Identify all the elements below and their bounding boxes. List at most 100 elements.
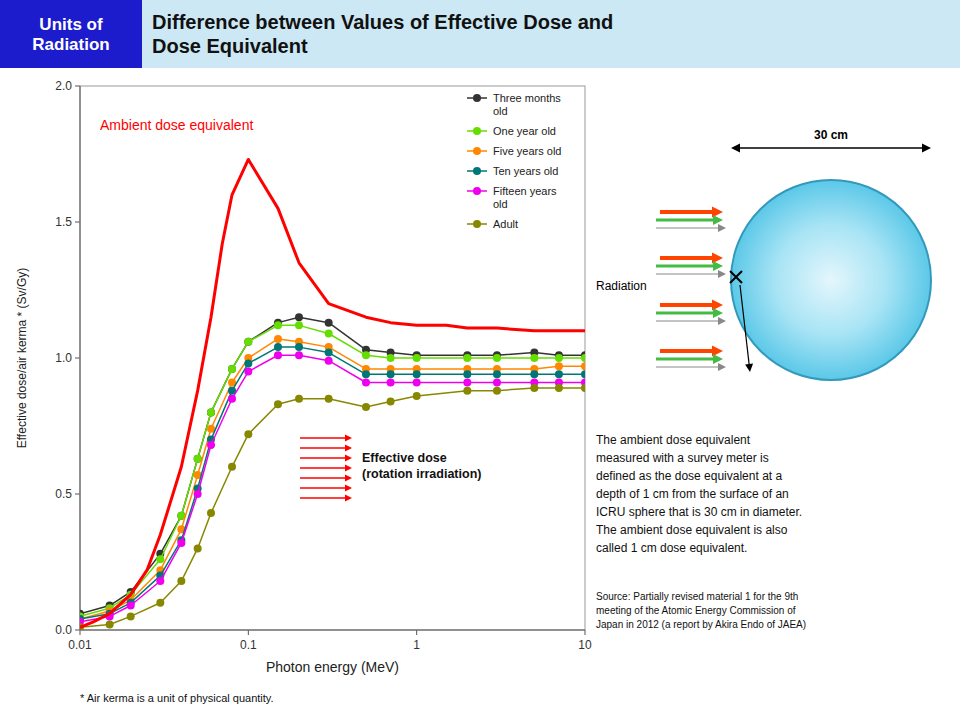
radiation-arrow — [656, 215, 723, 225]
series-point — [295, 351, 303, 359]
arrow-head — [345, 485, 352, 492]
series-point — [530, 354, 538, 362]
arrow-head — [345, 475, 352, 482]
arrow-shaft — [300, 497, 346, 499]
series-direct-label: Ambient dose equivalent — [100, 117, 253, 133]
legend-swatch — [473, 94, 481, 102]
arrow-shaft — [300, 467, 346, 469]
series-point — [194, 455, 202, 463]
series-point — [581, 384, 585, 392]
series-line — [80, 317, 585, 613]
annotation: 30 cm — [814, 128, 848, 142]
y-tick — [75, 358, 80, 359]
series-point — [581, 354, 585, 362]
arrow-shaft — [300, 437, 346, 439]
series-point — [387, 378, 395, 386]
series-point — [274, 351, 282, 359]
series-point — [244, 430, 252, 438]
arrow-head — [713, 261, 723, 271]
series-point — [106, 621, 114, 629]
plot-frame — [80, 86, 585, 630]
axes: 0.00.51.01.52.00.010.1110 — [55, 79, 592, 652]
series-point — [530, 370, 538, 378]
subtitle: Units ofRadiation — [32, 15, 109, 54]
series-point — [530, 384, 538, 392]
arrow-head — [745, 364, 753, 372]
arrow-shaft — [656, 274, 720, 275]
series-point — [127, 602, 135, 610]
series-point — [228, 395, 236, 403]
rotation-arrow — [300, 445, 352, 452]
rotation-arrow — [300, 435, 352, 442]
series-point — [194, 455, 202, 463]
y-tick — [75, 222, 80, 223]
series-point — [295, 321, 303, 329]
radiation-arrow — [656, 317, 726, 325]
radiation-arrow — [656, 308, 723, 318]
annotation: Effective dose(rotation irradiation) — [362, 451, 481, 481]
series-point — [325, 330, 333, 338]
series-point — [325, 395, 333, 403]
x-tick — [416, 630, 417, 635]
arrow-shaft — [656, 321, 720, 322]
series-point — [194, 490, 202, 498]
arrow-head — [718, 317, 726, 325]
series-point — [493, 387, 501, 395]
rotation-arrow — [300, 465, 352, 472]
arrow-shaft — [660, 256, 714, 260]
legend-entry: Five years old — [493, 145, 561, 157]
radiation-arrow — [656, 261, 723, 271]
series-point — [244, 359, 252, 367]
arrow-head — [345, 495, 352, 502]
chart-root: Units ofRadiationDifference between Valu… — [0, 0, 960, 720]
series-point — [295, 343, 303, 351]
legend-entry: Fifteen yearsold — [493, 185, 557, 210]
legend-swatch — [473, 167, 481, 175]
series — [80, 351, 585, 626]
series-point — [207, 441, 215, 449]
arrow-shaft — [656, 312, 715, 315]
x-tick-label: 1 — [413, 638, 420, 652]
legend-entry: One year old — [493, 125, 556, 137]
series-point — [127, 612, 135, 620]
series-point — [295, 395, 303, 403]
y-tick-label: 2.0 — [55, 79, 72, 93]
measure-point — [730, 271, 742, 283]
y-tick-label: 1.0 — [55, 351, 72, 365]
series-point — [274, 321, 282, 329]
series-point — [207, 509, 215, 517]
series-point — [156, 577, 164, 585]
series-point — [325, 357, 333, 365]
legend-swatch — [473, 220, 481, 228]
series-line — [80, 347, 585, 619]
footnote: * Air kerma is a unit of physical quanti… — [80, 692, 274, 704]
legend-swatch — [473, 127, 481, 135]
series — [80, 159, 585, 627]
y-tick-label: 0.5 — [55, 487, 72, 501]
arrow-head — [345, 455, 352, 462]
series-point — [581, 362, 585, 370]
arrow-head — [718, 363, 726, 371]
annotation: Radiation — [596, 279, 647, 293]
series-point — [463, 354, 471, 362]
series-line — [80, 339, 585, 619]
y-tick — [75, 630, 80, 631]
series-line — [80, 388, 585, 627]
series-point — [274, 400, 282, 408]
series-point — [207, 408, 215, 416]
series-point — [581, 370, 585, 378]
arrow-shaft — [656, 367, 720, 368]
legend-entry: Adult — [493, 218, 518, 230]
arrow-shaft — [656, 219, 715, 222]
x-axis-line — [80, 630, 585, 631]
arrow-head — [713, 215, 723, 225]
header-box — [0, 0, 142, 68]
series-point — [387, 398, 395, 406]
series-point — [555, 384, 563, 392]
y-axis-line — [80, 86, 81, 630]
series-point — [463, 370, 471, 378]
arrow-shaft — [300, 457, 346, 459]
rotation-arrow — [300, 455, 352, 462]
arrow-head — [713, 354, 723, 364]
series-point — [177, 577, 185, 585]
